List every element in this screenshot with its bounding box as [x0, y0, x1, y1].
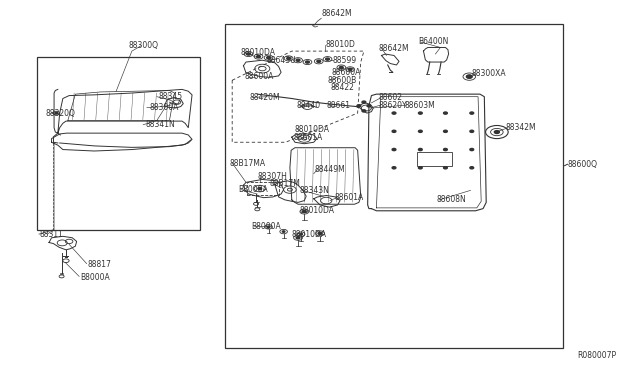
- Circle shape: [444, 130, 447, 132]
- Circle shape: [362, 101, 366, 103]
- Text: R080007P: R080007P: [577, 351, 616, 360]
- Circle shape: [367, 105, 371, 107]
- Text: 88307H: 88307H: [257, 171, 287, 181]
- Text: 88608N: 88608N: [436, 195, 467, 204]
- Circle shape: [494, 131, 499, 134]
- Text: 88440: 88440: [296, 101, 320, 110]
- Circle shape: [444, 112, 447, 114]
- Circle shape: [326, 58, 330, 60]
- Circle shape: [317, 60, 321, 62]
- Circle shape: [392, 167, 396, 169]
- Text: 88320Q: 88320Q: [45, 109, 75, 118]
- Text: B8000A: B8000A: [81, 273, 110, 282]
- Circle shape: [318, 232, 322, 234]
- Text: B6400N: B6400N: [418, 38, 448, 46]
- Circle shape: [357, 105, 361, 107]
- Text: 88642M: 88642M: [379, 44, 410, 53]
- Text: 88601A: 88601A: [335, 193, 364, 202]
- Circle shape: [419, 112, 422, 114]
- Circle shape: [470, 112, 474, 114]
- Text: 88B17MA: 88B17MA: [229, 158, 265, 167]
- Circle shape: [348, 68, 352, 70]
- Text: B8000A: B8000A: [239, 185, 268, 194]
- Circle shape: [419, 167, 422, 169]
- Circle shape: [470, 148, 474, 151]
- Circle shape: [305, 61, 309, 63]
- Text: 88642M: 88642M: [321, 9, 352, 19]
- Text: 88311: 88311: [39, 230, 63, 239]
- Circle shape: [392, 112, 396, 114]
- Text: 88601A: 88601A: [294, 133, 323, 142]
- Circle shape: [419, 148, 422, 151]
- Text: 88599: 88599: [333, 56, 356, 65]
- Text: 88600A: 88600A: [244, 72, 274, 81]
- Text: 88449M: 88449M: [315, 165, 346, 174]
- Circle shape: [419, 130, 422, 132]
- Text: 88600Q: 88600Q: [568, 160, 598, 169]
- Text: 88602: 88602: [378, 93, 403, 102]
- Circle shape: [296, 237, 300, 239]
- Bar: [417, 152, 452, 166]
- Text: 88603M: 88603M: [404, 100, 435, 110]
- Text: 88300XA: 88300XA: [472, 69, 506, 78]
- Circle shape: [246, 53, 250, 55]
- Circle shape: [287, 57, 291, 60]
- Text: 88010DA: 88010DA: [292, 230, 327, 238]
- Text: 88643U: 88643U: [266, 56, 296, 65]
- Text: 88342M: 88342M: [506, 123, 536, 132]
- Circle shape: [257, 55, 260, 58]
- Text: 88010DA: 88010DA: [295, 125, 330, 134]
- Text: 88010DA: 88010DA: [300, 206, 335, 215]
- Text: 88345: 88345: [159, 92, 183, 101]
- Text: 88010DA: 88010DA: [241, 48, 276, 57]
- Bar: [247, 182, 278, 195]
- Text: 88420M: 88420M: [249, 93, 280, 102]
- Bar: [36, 57, 200, 230]
- Circle shape: [55, 112, 58, 114]
- Text: 88300Q: 88300Q: [128, 41, 158, 50]
- Text: 88300A: 88300A: [149, 103, 179, 112]
- Circle shape: [303, 211, 306, 213]
- Circle shape: [392, 148, 396, 151]
- Circle shape: [258, 187, 262, 190]
- Circle shape: [470, 167, 474, 169]
- Circle shape: [470, 130, 474, 132]
- Circle shape: [267, 57, 271, 59]
- Text: 88600B: 88600B: [328, 76, 356, 85]
- Text: 88341N: 88341N: [146, 120, 175, 129]
- Circle shape: [339, 67, 343, 68]
- Circle shape: [444, 148, 447, 151]
- Bar: [225, 24, 563, 348]
- Text: 88620Y: 88620Y: [378, 100, 407, 110]
- Circle shape: [296, 59, 300, 61]
- Text: 88010D: 88010D: [325, 40, 355, 49]
- Text: 88817: 88817: [88, 260, 112, 269]
- Text: 88B17M: 88B17M: [270, 179, 301, 188]
- Circle shape: [300, 233, 303, 235]
- Circle shape: [444, 167, 447, 169]
- Circle shape: [282, 231, 285, 232]
- Circle shape: [268, 226, 270, 228]
- Text: B8000A: B8000A: [251, 222, 281, 231]
- Text: 88343N: 88343N: [300, 186, 330, 195]
- Text: 88600A: 88600A: [332, 68, 361, 77]
- Text: 88661: 88661: [326, 101, 350, 110]
- Circle shape: [362, 110, 366, 112]
- Text: 88422: 88422: [330, 83, 354, 92]
- Circle shape: [467, 75, 472, 78]
- Circle shape: [392, 130, 396, 132]
